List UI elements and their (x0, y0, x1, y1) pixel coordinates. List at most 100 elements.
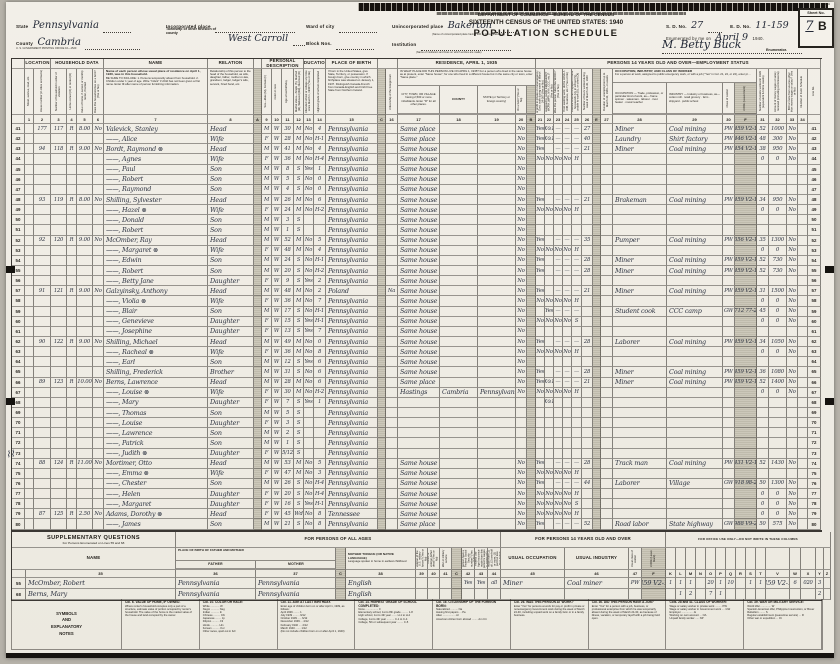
cell-cB-line-69 (378, 407, 386, 419)
cell-occ-line-62: Laborer (613, 336, 667, 348)
cell-ind-line-68 (667, 397, 723, 408)
head-rent: Value of home, if owned, or monthly rent… (77, 69, 93, 115)
cell-mar-line-58: M (294, 296, 304, 307)
cell-rfarm-line-55: No (516, 265, 527, 277)
cell-cit-line-58 (386, 296, 398, 307)
cell-oth-line-61 (787, 326, 798, 337)
cell-ln2-line-70: 70 (808, 418, 821, 429)
cell-w23-line-61 (554, 326, 563, 337)
cell-dur-line-47 (601, 184, 613, 195)
cell-house-line-52: 92 (34, 235, 51, 246)
cell-rel-line-55: Son (208, 265, 254, 277)
cell-rcounty-line-67: Cambria (440, 387, 478, 398)
cell-cit-line-65 (386, 367, 398, 378)
supp-head-Q (726, 548, 736, 570)
cell-w24-line-52: — (563, 235, 572, 246)
cell-rcity-line-58: Same house (398, 296, 440, 307)
cell-w23-line-78: No (554, 499, 563, 510)
supp-cell-M-68: 2 (686, 589, 696, 600)
field-block: Block Nos. (306, 32, 375, 50)
cell-w24-line-59: — (563, 306, 572, 317)
cell-farm-line-78 (93, 499, 104, 510)
cell-tenure-line-75 (67, 468, 77, 479)
supp-head-mother-tongue: MOTHER TONGUE (OR NATIVE LANGUAGE) Langua… (346, 548, 416, 570)
colnum-oth: 33 (787, 115, 798, 124)
cell-cA-line-53 (254, 245, 262, 256)
cell-grade-line-42: H-1 (314, 134, 326, 145)
cell-wks-line-46 (757, 174, 769, 185)
cell-cls-line-41: PW (723, 124, 735, 135)
cell-hrs-line-43: 21 (582, 144, 593, 155)
cell-wage-line-66: 1400 (769, 377, 787, 388)
cell-house-line-58 (34, 296, 51, 307)
cell-cls-line-73 (723, 448, 735, 459)
cell-race-line-62: W (272, 336, 282, 348)
cell-hrs-line-57: 21 (582, 286, 593, 297)
cell-dur-line-56 (601, 276, 613, 287)
cell-w23-line-76: — (554, 478, 563, 490)
cell-dur-line-79 (601, 509, 613, 520)
cell-cC-line-67 (527, 387, 536, 398)
colnum-fs: 34 (798, 115, 808, 124)
cell-ind-line-41: Coal mining (667, 124, 723, 135)
cell-fs-line-50 (798, 215, 808, 226)
cell-ln-line-58: 58 (12, 296, 25, 307)
cell-fs-line-74 (798, 458, 808, 469)
cell-age-line-49: 24 (282, 205, 294, 216)
cell-grade-line-49: H-2 (314, 205, 326, 216)
cell-mar-line-46: S (294, 174, 304, 185)
cell-cls-line-76: GW (723, 478, 735, 490)
cell-cA-line-59 (254, 306, 262, 317)
cell-w22-line-64 (545, 357, 554, 368)
cell-oth-line-66: No (787, 377, 798, 388)
cell-pob-line-71: Pennsylvania (326, 428, 378, 439)
note-col-1: Col. 6. VALUE OF HOME, IF OWNED. Where re… (122, 599, 200, 649)
cell-hrs-line-65: 28 (582, 367, 593, 378)
cell-rstate-line-58 (478, 296, 516, 307)
cell-wks-line-74: 52 (757, 458, 769, 469)
cell-street-line-54 (25, 255, 34, 266)
cell-hrs-line-50 (582, 215, 593, 226)
cell-dur-line-59 (601, 306, 613, 317)
cell-ln2-line-66: 66 (808, 377, 821, 388)
cell-sch-line-61: Yes (304, 326, 314, 337)
cell-hrs-line-51 (582, 225, 593, 236)
cell-wks-line-56 (757, 276, 769, 287)
cell-rfarm-line-51: No (516, 225, 527, 236)
cell-farm-line-68 (93, 397, 104, 408)
supp-head-L (676, 548, 686, 570)
cell-w21-line-79: No (536, 509, 545, 520)
table-row: 67 ——, Louise ⊗ Wife F W 30 M No H-2 Pennsylvania… (12, 387, 822, 398)
cell-ln2-line-76: 76 (808, 478, 821, 490)
cell-hh-line-49 (51, 205, 67, 216)
cell-cit-line-43 (386, 144, 398, 155)
cell-hrs-line-73 (582, 448, 593, 459)
cell-ln-line-77: 77 (12, 489, 25, 500)
cell-w25-line-63: H (572, 347, 582, 358)
note-col-7: Col. 30. DID THIS PERSON HAVE A JOB? Ente… (589, 599, 667, 649)
cell-oth-line-48: No (787, 194, 798, 206)
table-row: 41 177 117 R 8.00 No Valevick, Stanley Head M W 30… (12, 124, 822, 135)
cell-cit-line-70 (386, 418, 398, 429)
cell-grade-line-44: H-4 (314, 154, 326, 165)
cell-ln2-line-46: 46 (808, 174, 821, 185)
cell-sex-line-77: F (262, 489, 272, 500)
cell-wks-line-57: 31 (757, 286, 769, 297)
cell-mar-line-53: M (294, 245, 304, 256)
cell-hrs-line-78 (582, 499, 593, 510)
cell-wage-line-78: 0 (769, 499, 787, 510)
supp-cell-sname-68: Berns, Mary (26, 589, 176, 600)
cell-cD-line-68 (593, 397, 601, 408)
cell-farm-line-63 (93, 347, 104, 358)
cell-tenure-line-48: R (67, 194, 77, 206)
supp-cell-T-55: 1 (756, 578, 766, 589)
cell-cA-line-63 (254, 347, 262, 358)
head-ln (12, 69, 25, 115)
cell-hrs-line-62: 28 (582, 336, 593, 348)
cell-hh-line-52: 120 (51, 235, 67, 246)
cell-sex-line-80: M (262, 519, 272, 530)
cell-grade-line-56: 2 (314, 276, 326, 287)
cell-pob-line-58: Pennsylvania (326, 296, 378, 307)
cell-sex-line-73: F (262, 448, 272, 459)
cell-cC-line-57 (527, 286, 536, 297)
